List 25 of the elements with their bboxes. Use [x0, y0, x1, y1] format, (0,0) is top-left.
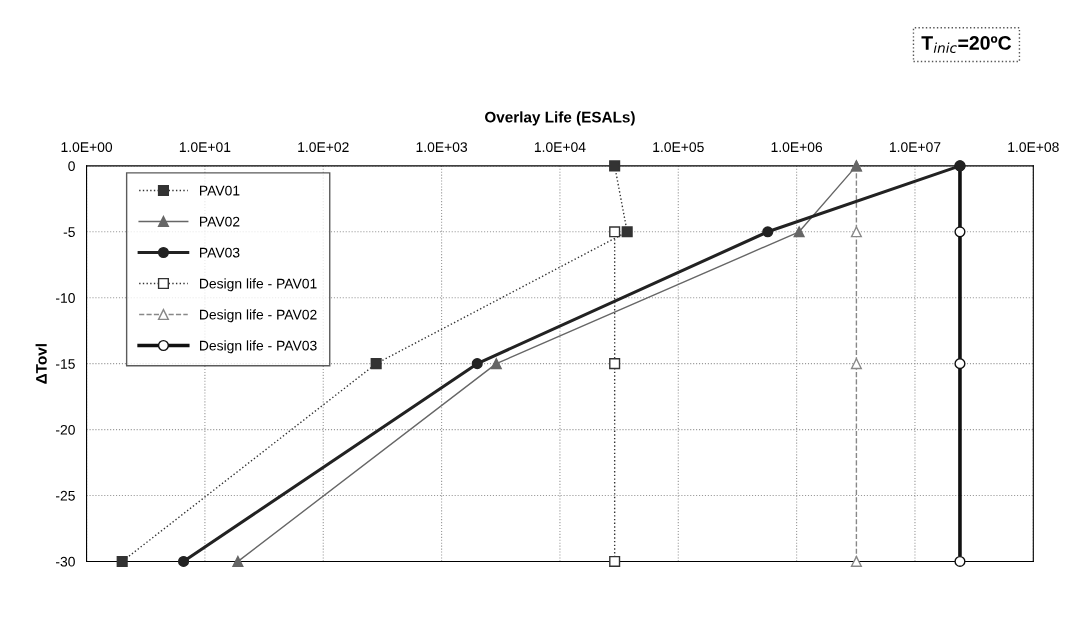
legend-label: Design life - PAV03 — [200, 340, 317, 354]
y-tick-label: -10 — [55, 293, 75, 303]
y-tick-label: -20 — [55, 424, 75, 435]
x-tick-label: 1.0E+04 — [534, 142, 586, 153]
y-tick-label: -30 — [55, 556, 75, 567]
x-tick-label: 1.0E+01 — [179, 142, 231, 153]
x-tick-label: 1.0E+05 — [653, 142, 704, 153]
y-tick-label: -5 — [63, 227, 75, 237]
x-axis-title: Overlay Life (ESALs) — [485, 111, 635, 126]
x-tick-label: 1.0E+00 — [61, 142, 113, 153]
legend-label: PAV03 — [200, 247, 240, 258]
x-tick-label: 1.0E+06 — [771, 142, 823, 153]
x-tick-label: 1.0E+08 — [1008, 142, 1059, 153]
legend-label: Design life - PAV02 — [200, 309, 317, 323]
legend-label: Design life - PAV01 — [200, 278, 317, 292]
x-tick-label: 1.0E+07 — [889, 142, 941, 153]
y-tick-label: -25 — [55, 490, 75, 501]
legend-label: PAV01 — [200, 185, 240, 196]
x-tick-label: 1.0E+03 — [416, 142, 468, 153]
y-tick-label: 0 — [68, 161, 75, 172]
y-axis-title: ΔTovl — [35, 344, 47, 384]
legend-label: PAV02 — [200, 216, 240, 227]
text: T$_{inic}$=20ºC — [921, 36, 1012, 54]
y-tick-label: -15 — [55, 359, 75, 369]
x-tick-label: 1.0E+02 — [298, 142, 349, 153]
